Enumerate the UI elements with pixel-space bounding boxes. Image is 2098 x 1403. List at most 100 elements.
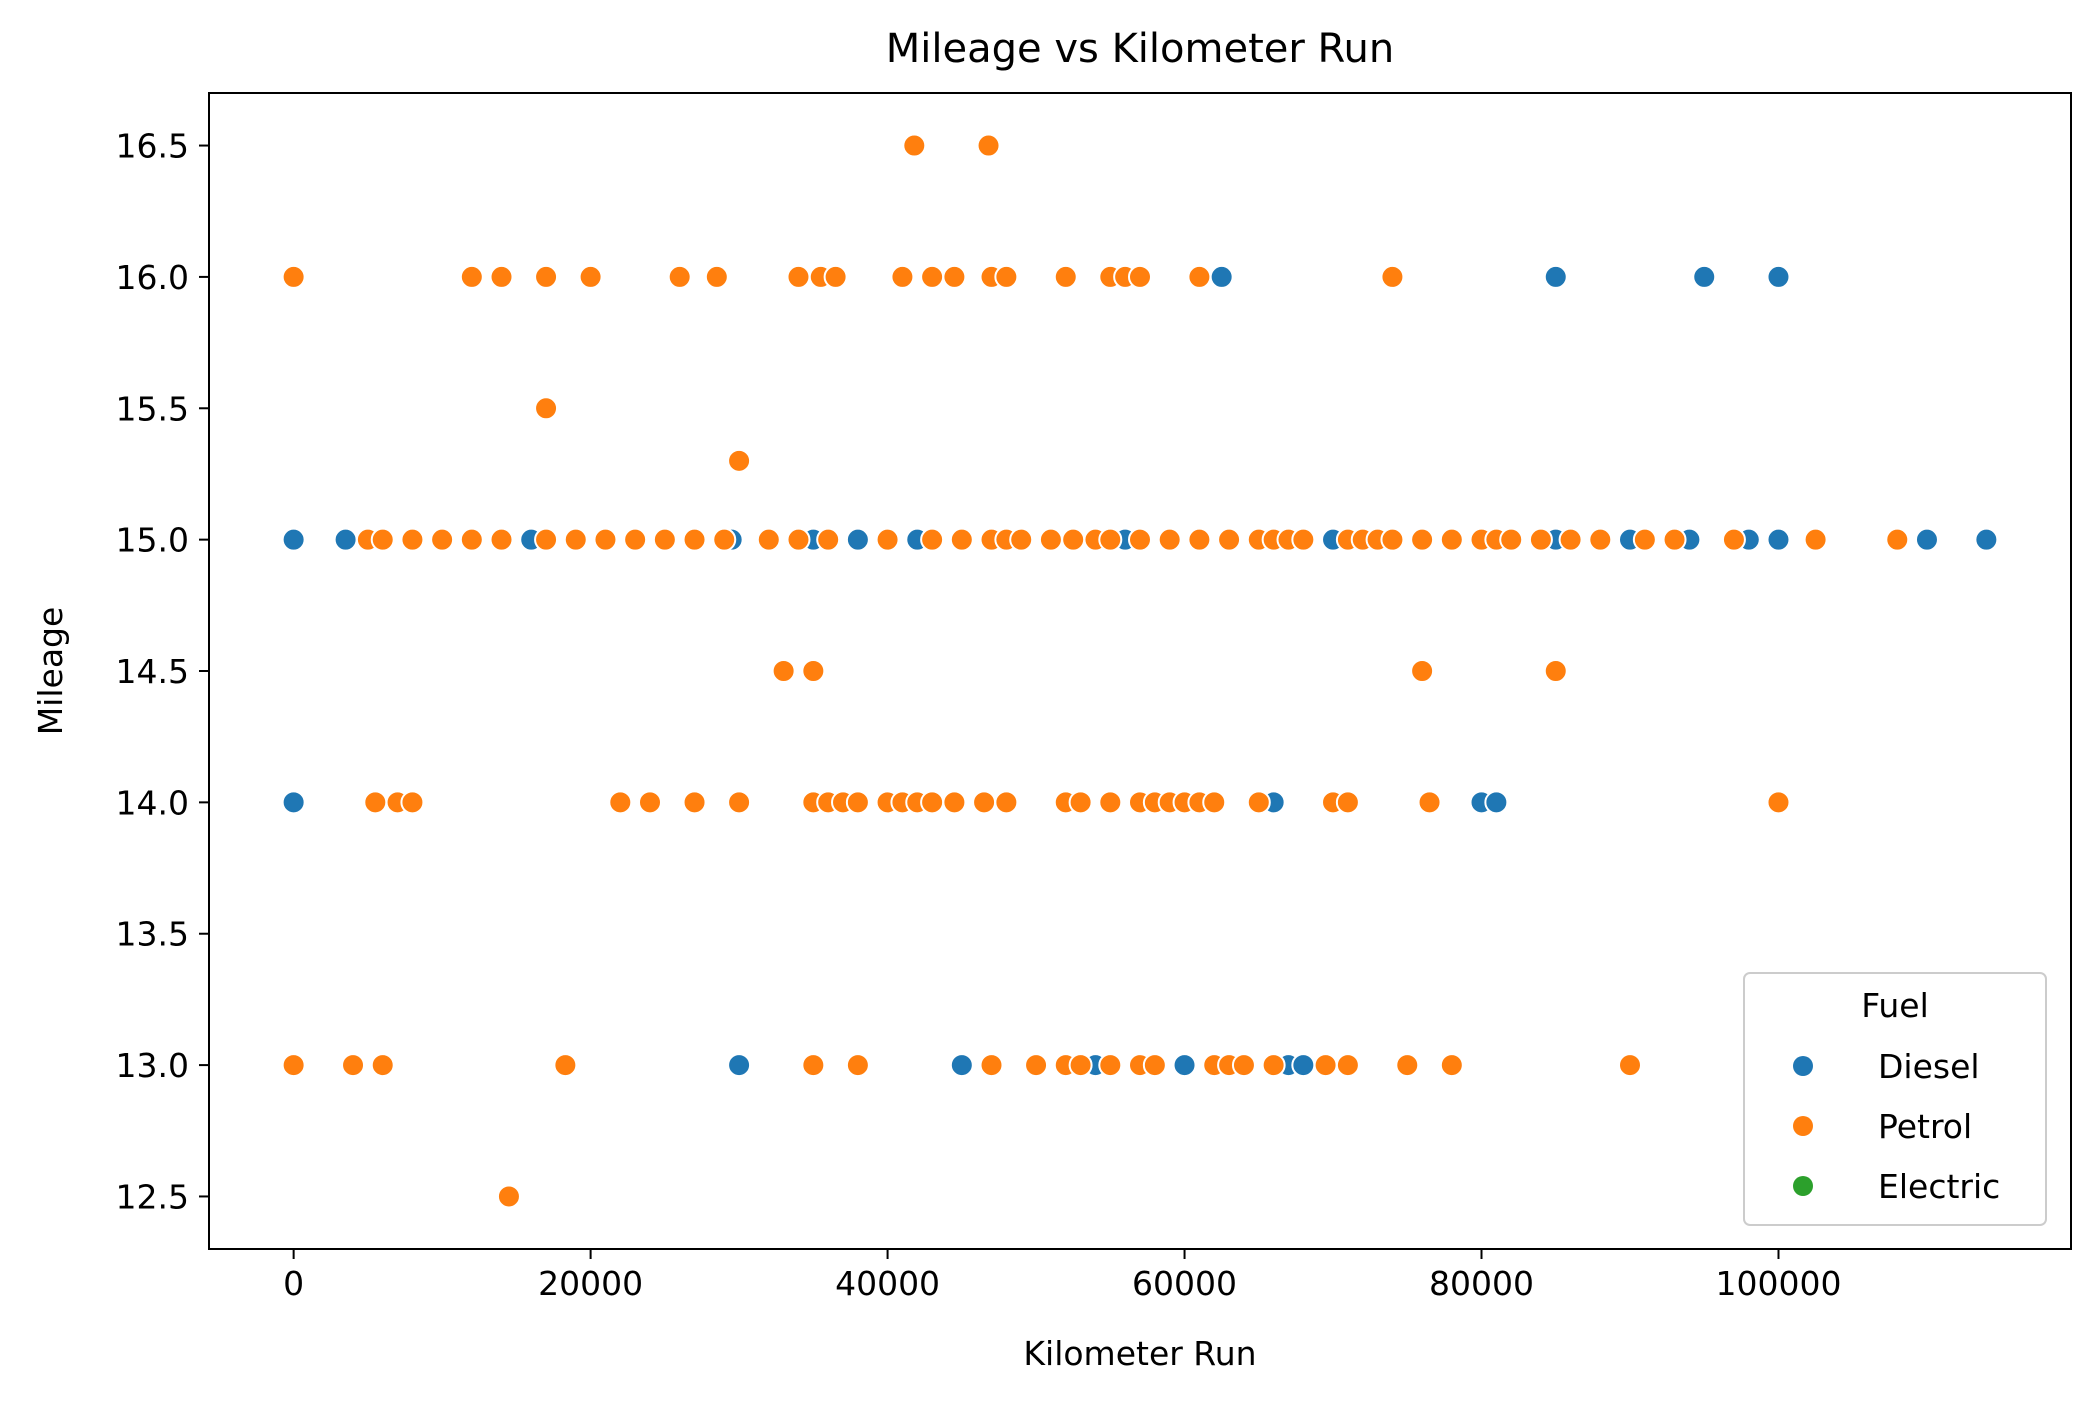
data-point-petrol: [1439, 1053, 1464, 1078]
data-point-petrol: [1157, 527, 1182, 552]
data-point-diesel: [1291, 1053, 1316, 1078]
y-tick-label: 14.0: [116, 783, 189, 822]
data-point-petrol: [979, 1053, 1004, 1078]
y-tick-label: 12.5: [116, 1177, 189, 1216]
data-point-petrol: [1053, 264, 1078, 289]
data-point-petrol: [667, 264, 692, 289]
data-point-petrol: [771, 659, 796, 683]
legend-label-electric: Electric: [1878, 1167, 2000, 1206]
data-point-petrol: [1662, 527, 1687, 552]
data-point-petrol: [994, 790, 1019, 815]
data-point-petrol: [1885, 527, 1910, 552]
x-tick-label: 40000: [835, 1264, 940, 1303]
x-tick-label: 80000: [1429, 1264, 1534, 1303]
legend-marker-diesel: [1793, 1056, 1813, 1076]
data-point-diesel: [949, 1053, 974, 1078]
data-point-petrol: [489, 264, 514, 289]
axis-ticks: 0 20000 40000 60000 80000 100000 12.5 13.0 13.5 1…: [116, 127, 1842, 1303]
data-point-petrol: [1380, 264, 1405, 289]
data-point-petrol: [638, 790, 662, 815]
data-point-diesel: [1766, 527, 1791, 552]
y-tick-label: 16.0: [116, 258, 189, 297]
data-point-petrol: [1038, 527, 1063, 552]
data-point-petrol: [1618, 1053, 1642, 1078]
data-point-petrol: [942, 790, 967, 815]
x-axis-label: Kilometer Run: [1023, 1334, 1256, 1373]
data-point-petrol: [1335, 790, 1360, 815]
data-point-diesel: [333, 527, 358, 552]
legend-label-diesel: Diesel: [1878, 1047, 1980, 1086]
data-point-petrol: [652, 527, 677, 552]
y-tick-label: 15.5: [116, 389, 189, 428]
y-tick-label: 15.0: [116, 521, 189, 560]
data-point-petrol: [786, 264, 811, 289]
data-point-diesel: [1543, 264, 1568, 289]
data-point-diesel: [1766, 264, 1791, 289]
data-point-diesel: [1692, 264, 1717, 289]
data-point-petrol: [1632, 527, 1657, 552]
data-point-petrol: [816, 527, 841, 552]
legend-marker-petrol: [1793, 1116, 1813, 1136]
data-point-petrol: [845, 790, 870, 815]
data-point-petrol: [534, 527, 559, 552]
legend-title: Fuel: [1861, 986, 1929, 1025]
legend: Fuel Diesel Petrol Electric: [1743, 972, 2047, 1226]
data-point-petrol: [608, 790, 633, 815]
data-point-petrol: [1098, 527, 1123, 552]
data-point-petrol: [1024, 1053, 1049, 1078]
data-point-petrol: [430, 527, 455, 552]
data-point-diesel: [1172, 1053, 1197, 1078]
data-point-petrol: [942, 264, 967, 289]
data-point-petrol: [1417, 790, 1442, 815]
data-point-petrol: [534, 396, 559, 421]
data-point-petrol: [920, 264, 945, 289]
data-point-petrol: [1098, 790, 1123, 815]
data-point-petrol: [1098, 1053, 1123, 1078]
data-point-petrol: [845, 1053, 870, 1078]
legend-marker-electric: [1793, 1176, 1813, 1196]
data-point-petrol: [623, 527, 648, 552]
y-axis-label: Mileage: [31, 607, 70, 736]
data-point-petrol: [1068, 1053, 1093, 1078]
data-point-diesel: [1484, 790, 1509, 815]
data-point-petrol: [920, 790, 945, 815]
data-point-petrol: [1187, 527, 1212, 552]
data-point-petrol: [593, 527, 618, 552]
data-point-petrol: [459, 527, 484, 552]
x-tick-label: 60000: [1132, 1264, 1237, 1303]
y-tick-label: 13.0: [116, 1046, 189, 1085]
data-point-diesel: [1974, 527, 1999, 552]
data-point-petrol: [756, 527, 781, 552]
data-point-petrol: [801, 1053, 826, 1078]
data-point-petrol: [949, 527, 974, 552]
data-point-petrol: [1261, 1053, 1286, 1078]
data-point-petrol: [553, 1053, 578, 1078]
data-point-petrol: [727, 790, 752, 815]
data-point-petrol: [370, 1053, 395, 1078]
data-point-petrol: [578, 264, 603, 289]
x-tick-label: 100000: [1715, 1264, 1841, 1303]
data-point-petrol: [890, 264, 915, 289]
data-point-petrol: [920, 527, 945, 552]
x-tick-label: 0: [283, 1264, 304, 1303]
data-point-petrol: [1766, 790, 1791, 815]
data-point-petrol: [1588, 527, 1613, 552]
data-point-petrol: [1068, 790, 1093, 815]
data-point-petrol: [786, 527, 811, 552]
data-point-petrol: [281, 1053, 306, 1078]
data-point-petrol: [1528, 527, 1553, 552]
data-point-diesel: [281, 790, 306, 815]
data-point-petrol: [1231, 1053, 1256, 1078]
data-point-petrol: [1499, 527, 1524, 552]
data-point-petrol: [1395, 1053, 1420, 1078]
data-point-petrol: [489, 527, 514, 552]
data-point-petrol: [459, 264, 484, 289]
y-tick-label: 16.5: [116, 127, 189, 166]
data-point-petrol: [1335, 1053, 1360, 1078]
x-tick-label: 20000: [538, 1264, 643, 1303]
data-point-petrol: [994, 264, 1019, 289]
data-point-petrol: [1380, 527, 1405, 552]
data-point-petrol: [1128, 264, 1152, 289]
data-point-petrol: [1558, 527, 1583, 552]
